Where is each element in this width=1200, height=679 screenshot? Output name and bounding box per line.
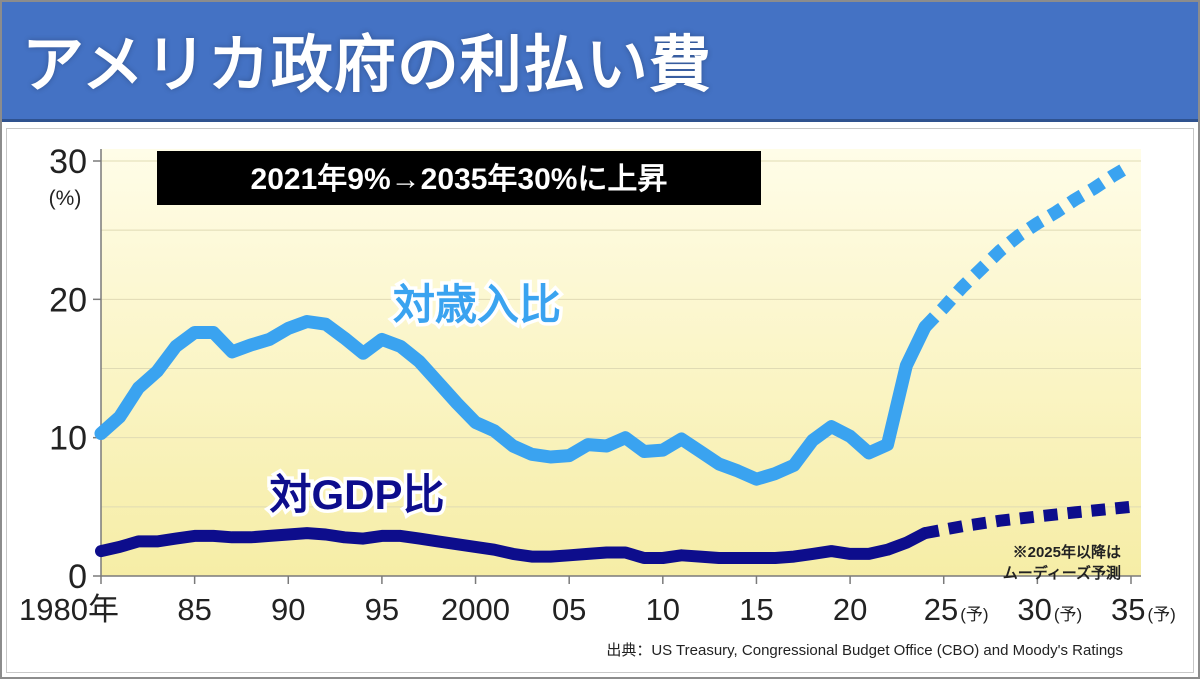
- headline-box: [157, 151, 761, 205]
- series-line-projected: [920, 159, 1135, 332]
- y-axis-unit: (%): [49, 187, 82, 210]
- series-label-revenue-ratio: 対歳入比: [393, 281, 561, 328]
- chart-labels: 2021年9%→2035年30%に上昇 (%) 対歳入比 対GDP比 ※2025…: [49, 151, 1123, 659]
- projection-note-line-2: ムーディーズ予測: [1003, 564, 1121, 582]
- page-title: アメリカ政府の利払い費: [22, 28, 712, 101]
- x-tick-label: 25 (予): [924, 592, 989, 627]
- series-line-actual: [94, 315, 932, 486]
- source-note: 出典：US Treasury, Congressional Budget Off…: [606, 642, 1123, 659]
- title-banner: アメリカ政府の利払い費: [0, 0, 1200, 122]
- x-tick-label: 90: [271, 592, 305, 627]
- projection-note-line-1: ※2025年以降は: [1013, 543, 1121, 561]
- x-tick-label: 85: [177, 592, 211, 627]
- x-tick-label: 35 (予): [1111, 592, 1176, 627]
- y-tick-label: 30: [49, 143, 87, 181]
- x-tick-label: 1980年: [19, 592, 119, 627]
- series-label-gdp-ratio: 対GDP比: [269, 471, 444, 518]
- x-tick-label: 15: [739, 592, 773, 627]
- axes: 0 10 20 30 1980年 85 90 95 2000 05 10 15 20 25 (予) 30 (予)…: [19, 143, 1176, 627]
- chart-headline: 2021年9%→2035年30%に上昇: [251, 163, 668, 196]
- x-tick-label: 2000: [441, 592, 510, 627]
- x-tick-label: 30 (予): [1017, 592, 1082, 627]
- plot-background: [101, 149, 1141, 576]
- x-tick-label: 10: [646, 592, 680, 627]
- series-line-projected: [923, 500, 1132, 540]
- x-tick-label: 05: [552, 592, 586, 627]
- line-chart: 0 10 20 30 1980年 85 90 95 2000 05 10 15 20 25 (予) 30 (予)…: [19, 143, 1176, 659]
- y-tick-label: 10: [49, 420, 87, 458]
- series-line-actual: [95, 527, 931, 564]
- series-lines: [94, 159, 1135, 564]
- y-tick-label: 0: [68, 558, 87, 596]
- x-tick-label: 95: [365, 592, 399, 627]
- chart-panel: 0 10 20 30 1980年 85 90 95 2000 05 10 15 20 25 (予) 30 (予)…: [6, 128, 1194, 673]
- x-tick-label: 20: [833, 592, 867, 627]
- y-tick-label: 20: [49, 281, 87, 319]
